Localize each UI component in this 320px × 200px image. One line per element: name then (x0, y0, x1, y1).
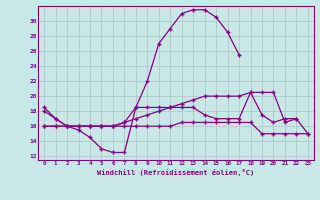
X-axis label: Windchill (Refroidissement éolien,°C): Windchill (Refroidissement éolien,°C) (97, 169, 255, 176)
